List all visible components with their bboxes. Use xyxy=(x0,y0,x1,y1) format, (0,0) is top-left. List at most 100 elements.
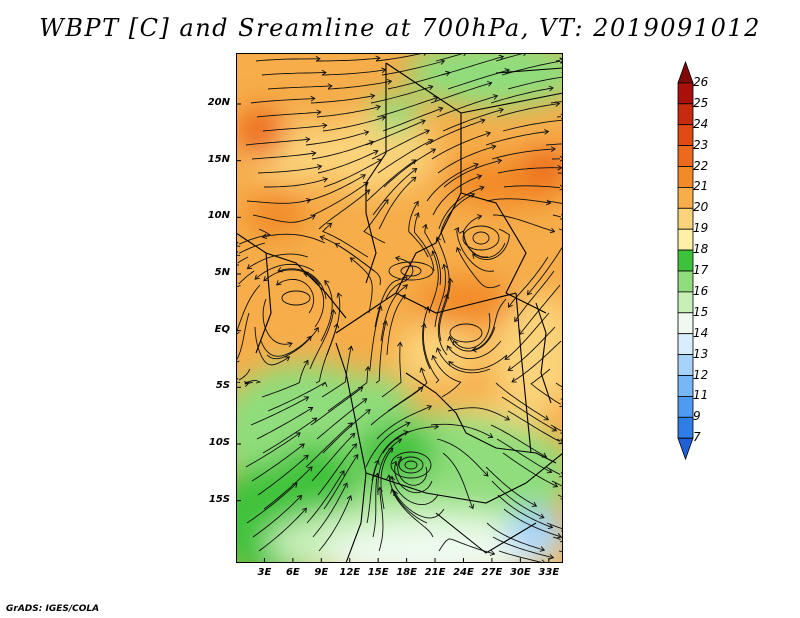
streamline xyxy=(391,488,434,538)
streamline xyxy=(436,95,498,118)
streamline-arrow xyxy=(377,305,383,311)
vortices xyxy=(281,225,500,479)
streamline xyxy=(371,129,430,160)
streamline xyxy=(237,256,249,264)
streamline xyxy=(321,346,352,398)
streamline-arrow xyxy=(374,459,380,466)
colorbar-level-label: 26 xyxy=(693,74,709,89)
streamline-arrow xyxy=(369,93,376,100)
streamline-arrow xyxy=(531,501,538,507)
streamline xyxy=(365,422,411,468)
lon-label: 24E xyxy=(453,567,474,578)
streamline xyxy=(386,294,406,356)
streamlines xyxy=(236,53,563,563)
streamline-arrow xyxy=(244,381,250,387)
streamline xyxy=(262,124,327,132)
streamline-arrow xyxy=(496,158,503,164)
streamline xyxy=(323,454,359,510)
streamline xyxy=(422,323,440,384)
streamline-arrow xyxy=(446,345,452,351)
streamline-arrow xyxy=(351,443,358,449)
lat-label: 15S xyxy=(208,493,230,505)
streamline xyxy=(262,298,293,345)
streamline xyxy=(317,150,379,174)
border-line xyxy=(335,192,462,334)
streamline-arrow xyxy=(383,198,389,205)
streamline xyxy=(508,256,549,308)
colorbar-level-label: 9 xyxy=(693,409,701,424)
streamline xyxy=(257,165,322,174)
streamline-arrow xyxy=(346,495,353,501)
streamline xyxy=(257,454,309,496)
streamline-arrow xyxy=(236,360,240,363)
streamline xyxy=(397,456,428,486)
streamline-arrow xyxy=(403,430,409,436)
streamline-arrow xyxy=(236,331,240,336)
streamline-arrow xyxy=(479,185,485,191)
grads-credit: GrADS: IGES/COLA xyxy=(6,604,100,614)
streamline-arrow xyxy=(350,432,356,439)
lon-label: 3E xyxy=(257,567,272,578)
streamline xyxy=(251,443,305,482)
streamline xyxy=(436,237,450,300)
streamline-arrow xyxy=(236,250,241,256)
streamline-arrow xyxy=(246,264,253,270)
streamline-arrow xyxy=(386,78,393,85)
streamline-arrow xyxy=(411,167,418,174)
streamline-arrow xyxy=(543,415,550,421)
streamline xyxy=(408,201,429,258)
vortex-ring xyxy=(400,265,422,277)
streamline xyxy=(380,447,394,510)
streamline xyxy=(276,278,315,314)
vortex-ring xyxy=(462,225,500,251)
streamline xyxy=(507,410,560,442)
streamline-arrow xyxy=(507,302,513,308)
streamline xyxy=(309,309,334,370)
streamline-arrow xyxy=(447,335,454,342)
streamline-arrow xyxy=(305,197,312,204)
streamline-arrow xyxy=(549,227,556,234)
streamline-arrow xyxy=(486,81,493,87)
streamline xyxy=(555,382,563,388)
streamline xyxy=(557,494,562,498)
streamline xyxy=(311,433,356,482)
field-patch xyxy=(371,93,421,133)
streamline xyxy=(263,269,321,286)
streamline-arrow xyxy=(468,503,474,510)
streamline xyxy=(442,108,504,132)
streamline-arrow xyxy=(315,55,321,62)
vortex-ring xyxy=(449,323,483,343)
border-line xyxy=(365,452,563,504)
streamline xyxy=(372,168,417,216)
streamline xyxy=(393,490,445,519)
colorbar-level-label: 21 xyxy=(693,179,709,194)
streamline-arrow xyxy=(526,289,533,296)
streamline xyxy=(251,152,316,160)
streamline xyxy=(372,473,379,538)
streamline-arrow xyxy=(347,422,353,428)
streamline xyxy=(463,215,489,258)
colorbar-segment xyxy=(677,270,694,293)
streamline-arrow xyxy=(473,162,479,169)
streamline xyxy=(555,59,560,62)
streamline xyxy=(376,96,439,118)
colorbar-segment xyxy=(677,333,694,356)
streamline xyxy=(320,280,333,342)
streamline-arrow xyxy=(303,454,309,460)
streamline-arrow xyxy=(423,53,427,56)
streamline xyxy=(383,148,436,188)
streamline xyxy=(310,386,363,426)
lat-label: 20N xyxy=(207,97,230,108)
streamline-arrow xyxy=(427,138,434,145)
streamline-arrow xyxy=(422,223,428,230)
border-line xyxy=(236,232,347,319)
streamline-arrow xyxy=(364,189,371,195)
streamline xyxy=(380,284,408,342)
colorbar-segment xyxy=(677,354,694,376)
streamline-arrow xyxy=(363,182,369,187)
streamline xyxy=(441,56,504,76)
lon-label: 9E xyxy=(314,567,329,578)
lon-label: 21E xyxy=(424,567,446,578)
colorbar-level-label: 18 xyxy=(693,242,709,257)
axis-ticks xyxy=(236,103,550,563)
